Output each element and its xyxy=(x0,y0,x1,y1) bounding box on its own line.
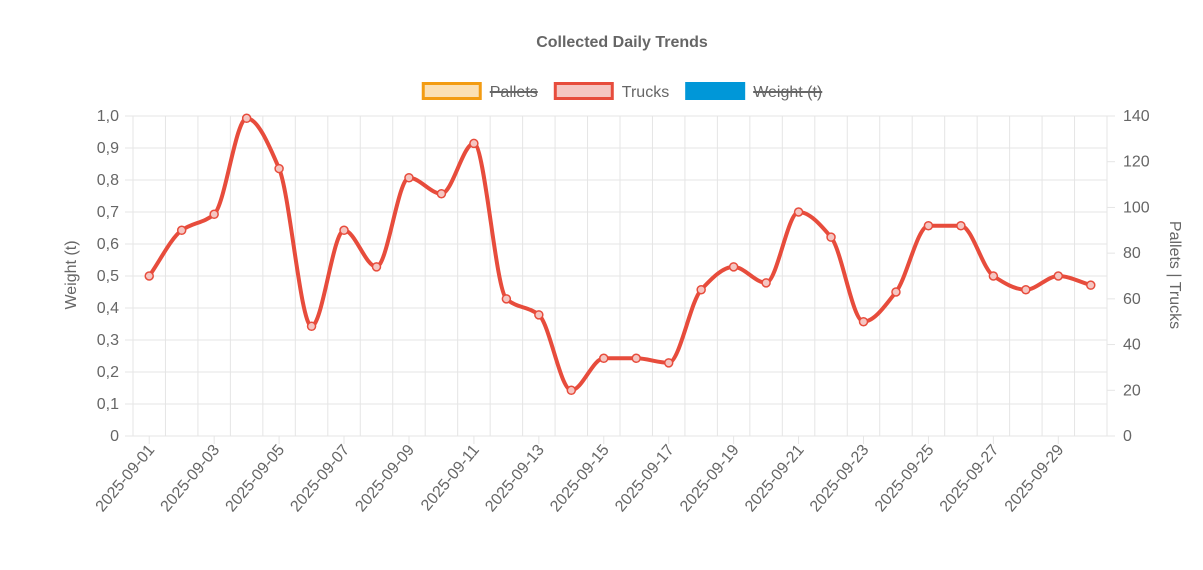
x-tick-label: 2025-09-09 xyxy=(352,442,418,516)
series-layer xyxy=(144,113,1096,396)
data-point[interactable] xyxy=(631,353,641,364)
x-tick-label: 2025-09-25 xyxy=(872,442,938,516)
y-left-tick-label: 0,3 xyxy=(97,332,119,349)
y-right-tick-label: 140 xyxy=(1123,108,1150,125)
data-point[interactable] xyxy=(923,220,934,231)
legend-label: Trucks xyxy=(622,84,669,101)
y-left-tick-label: 0,6 xyxy=(97,236,119,253)
data-point[interactable] xyxy=(144,271,154,281)
data-point[interactable] xyxy=(956,220,966,231)
x-tick-label: 2025-09-27 xyxy=(937,442,1003,516)
y-left-tick-label: 0,5 xyxy=(97,268,119,285)
y-right-tick-label: 100 xyxy=(1123,199,1150,216)
y-right-tick-label: 0 xyxy=(1123,428,1132,445)
legend-item-trucks[interactable]: Trucks xyxy=(553,82,669,102)
data-point[interactable] xyxy=(663,358,674,368)
legend-item-pallets[interactable]: Pallets xyxy=(421,82,538,102)
data-point[interactable] xyxy=(826,232,836,242)
data-point[interactable] xyxy=(371,262,382,272)
data-point[interactable] xyxy=(501,294,512,304)
x-tick-label: 2025-09-15 xyxy=(547,442,613,516)
x-tick-label: 2025-09-07 xyxy=(287,442,353,516)
x-tick-label: 2025-09-19 xyxy=(677,442,743,516)
data-point[interactable] xyxy=(1021,284,1031,295)
data-point[interactable] xyxy=(176,225,187,236)
x-tick-label: 2025-09-03 xyxy=(158,442,224,516)
y-left-tick-label: 0,8 xyxy=(97,172,119,189)
y-left-tick-label: 1,0 xyxy=(97,108,119,125)
data-point[interactable] xyxy=(1086,280,1096,290)
data-point[interactable] xyxy=(404,172,414,183)
x-tick-label: 2025-09-23 xyxy=(807,442,873,516)
y-right-tick-label: 60 xyxy=(1123,291,1141,308)
data-point[interactable] xyxy=(728,262,739,272)
data-point[interactable] xyxy=(436,188,447,199)
data-point[interactable] xyxy=(274,163,284,174)
data-point[interactable] xyxy=(209,209,219,220)
data-point[interactable] xyxy=(988,271,999,281)
data-point[interactable] xyxy=(1053,271,1064,281)
y-left-tick-label: 0,2 xyxy=(97,364,119,381)
y-left-tick-label: 0 xyxy=(110,428,119,445)
x-tick-label: 2025-09-13 xyxy=(482,442,548,516)
legend: Pallets Trucks Weight (t) xyxy=(421,82,823,102)
data-point[interactable] xyxy=(696,284,706,295)
y-left-tick-label: 0,1 xyxy=(97,396,119,413)
data-point[interactable] xyxy=(858,316,869,327)
x-tick-label: 2025-09-05 xyxy=(223,442,289,516)
legend-swatch xyxy=(421,82,482,100)
chart-title: Collected Daily Trends xyxy=(536,34,708,51)
data-point[interactable] xyxy=(891,287,901,297)
data-point[interactable] xyxy=(469,138,479,149)
y-right-tick-label: 40 xyxy=(1123,337,1141,354)
data-point[interactable] xyxy=(534,310,544,320)
y-axis-right: 0 20 40 60 80 100 120 140 xyxy=(1107,108,1150,445)
y-left-tick-label: 0,9 xyxy=(97,140,119,157)
y-left-tick-label: 0,4 xyxy=(97,300,119,317)
data-point[interactable] xyxy=(566,385,577,396)
x-tick-label: 2025-09-17 xyxy=(612,442,678,516)
series-line-trucks xyxy=(147,116,1092,393)
data-point[interactable] xyxy=(241,113,252,124)
x-tick-label: 2025-09-21 xyxy=(742,442,808,516)
data-point[interactable] xyxy=(339,225,349,236)
x-tick-label: 2025-09-29 xyxy=(1002,442,1068,516)
y-axis-left-title: Weight (t) xyxy=(63,240,80,309)
data-point[interactable] xyxy=(793,207,804,217)
y-axis-left: 0 0,1 0,2 0,3 0,4 0,5 0,6 0,7 0,8 0,9 1,0 xyxy=(97,108,119,445)
x-tick-label: 2025-09-11 xyxy=(418,442,483,515)
x-axis: 2025-09-01 2025-09-03 2025-09-05 2025-09-07… xyxy=(93,436,1068,516)
y-right-tick-label: 120 xyxy=(1123,154,1150,171)
legend-swatch xyxy=(685,82,746,100)
data-point[interactable] xyxy=(761,278,771,288)
data-point[interactable] xyxy=(599,353,609,364)
y-axis-right-title: Pallets | Trucks xyxy=(1166,221,1183,329)
y-left-tick-label: 0,7 xyxy=(97,204,119,221)
y-right-tick-label: 80 xyxy=(1123,245,1141,262)
data-point[interactable] xyxy=(306,321,317,332)
gridlines xyxy=(125,115,1108,437)
y-right-tick-label: 20 xyxy=(1123,382,1141,399)
legend-item-weight-t[interactable]: Weight (t) xyxy=(685,82,823,102)
legend-swatch xyxy=(553,82,614,100)
x-tick-label: 2025-09-01 xyxy=(93,442,159,516)
